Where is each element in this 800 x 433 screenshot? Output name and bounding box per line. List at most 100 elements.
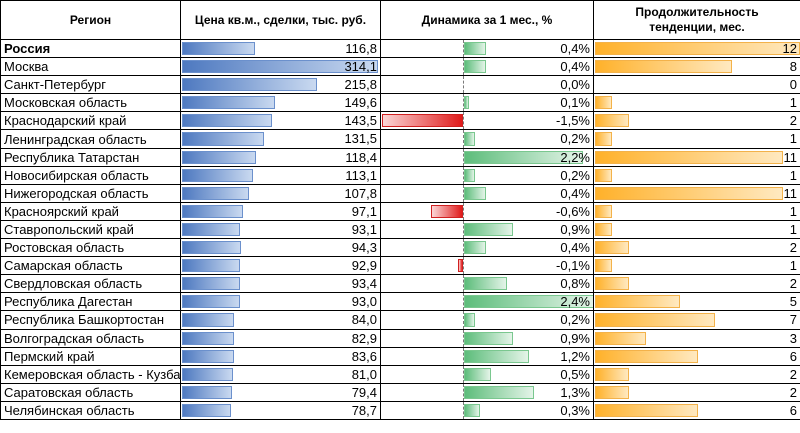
region-cell[interactable]: Краснодарский край (0, 111, 181, 131)
table-row[interactable]: Московская область 149,6 0,1% 1 (0, 93, 800, 113)
region-cell[interactable]: Нижегородская область (0, 183, 181, 203)
region-cell[interactable]: Республика Башкортостан (0, 310, 181, 330)
table-row[interactable]: Ленинградская область 131,5 0,2% 1 (0, 129, 800, 149)
duration-cell[interactable]: 1 (593, 201, 800, 221)
duration-cell[interactable]: 1 (593, 256, 800, 276)
table-row[interactable]: Ставропольский край 93,1 0,9% 1 (0, 219, 800, 240)
duration-cell[interactable]: 1 (593, 129, 800, 149)
price-cell[interactable]: 143,5 (180, 111, 381, 131)
region-cell[interactable]: Новосибирская область (0, 165, 181, 185)
price-cell[interactable]: 79,4 (180, 382, 381, 402)
dynamics-cell[interactable]: 0,1% (380, 93, 594, 113)
duration-cell[interactable]: 6 (593, 400, 800, 420)
table-row[interactable]: Москва 314,1 0,4% 8 (0, 57, 800, 77)
region-cell[interactable]: Санкт-Петербург (0, 75, 181, 95)
price-cell[interactable]: 118,4 (180, 147, 381, 167)
table-row[interactable]: Красноярский край 97,1 -0,6% 1 (0, 201, 800, 221)
dynamics-cell[interactable]: 0,0% (380, 75, 594, 95)
dynamics-cell[interactable]: -0,1% (380, 256, 594, 276)
region-cell[interactable]: Москва (0, 57, 181, 77)
price-cell[interactable]: 107,8 (180, 183, 381, 203)
price-cell[interactable]: 116,8 (180, 38, 381, 59)
table-row[interactable]: Саратовская область 79,4 1,3% 2 (0, 382, 800, 402)
price-cell[interactable]: 93,1 (180, 219, 381, 240)
dynamics-cell[interactable]: 0,5% (380, 364, 594, 384)
header-price[interactable]: Цена кв.м., сделки, тыс. руб. (180, 0, 381, 40)
header-duration[interactable]: Продолжительность тенденции, мес. (593, 0, 800, 40)
duration-cell[interactable]: 12 (593, 38, 800, 59)
region-cell[interactable]: Челябинская область (0, 400, 181, 420)
table-row[interactable]: Краснодарский край 143,5 -1,5% 2 (0, 111, 800, 131)
price-cell[interactable]: 149,6 (180, 93, 381, 113)
dynamics-cell[interactable]: 1,3% (380, 382, 594, 402)
region-cell[interactable]: Республика Дагестан (0, 292, 181, 312)
region-cell[interactable]: Московская область (0, 93, 181, 113)
price-cell[interactable]: 93,0 (180, 292, 381, 312)
region-cell[interactable]: Волгоградская область (0, 328, 181, 348)
price-cell[interactable]: 92,9 (180, 256, 381, 276)
duration-cell[interactable]: 8 (593, 57, 800, 77)
dynamics-cell[interactable]: 2,2% (380, 147, 594, 167)
table-row[interactable]: Челябинская область 78,7 0,3% 6 (0, 400, 800, 420)
table-row[interactable]: Самарская область 92,9 -0,1% 1 (0, 256, 800, 276)
price-cell[interactable]: 94,3 (180, 238, 381, 258)
dynamics-cell[interactable]: 0,4% (380, 238, 594, 258)
table-row[interactable]: Республика Татарстан 118,4 2,2% 11 (0, 147, 800, 167)
dynamics-cell[interactable]: 0,3% (380, 400, 594, 420)
duration-cell[interactable]: 1 (593, 219, 800, 240)
table-row[interactable]: Пермский край 83,6 1,2% 6 (0, 346, 800, 366)
duration-cell[interactable]: 1 (593, 165, 800, 185)
region-cell[interactable]: Россия (0, 38, 181, 59)
region-cell[interactable]: Свердловская область (0, 274, 181, 294)
dynamics-cell[interactable]: -0,6% (380, 201, 594, 221)
region-cell[interactable]: Саратовская область (0, 382, 181, 402)
duration-cell[interactable]: 1 (593, 93, 800, 113)
table-row[interactable]: Ростовская область 94,3 0,4% 2 (0, 238, 800, 258)
price-cell[interactable]: 113,1 (180, 165, 381, 185)
duration-cell[interactable]: 7 (593, 310, 800, 330)
dynamics-cell[interactable]: -1,5% (380, 111, 594, 131)
price-cell[interactable]: 84,0 (180, 310, 381, 330)
price-cell[interactable]: 81,0 (180, 364, 381, 384)
duration-cell[interactable]: 6 (593, 346, 800, 366)
duration-cell[interactable]: 2 (593, 364, 800, 384)
table-row[interactable]: Республика Башкортостан 84,0 0,2% 7 (0, 310, 800, 330)
dynamics-cell[interactable]: 0,2% (380, 310, 594, 330)
duration-cell[interactable]: 2 (593, 382, 800, 402)
dynamics-cell[interactable]: 0,4% (380, 183, 594, 203)
dynamics-cell[interactable]: 0,2% (380, 129, 594, 149)
header-region[interactable]: Регион (0, 0, 181, 40)
table-row[interactable]: Россия 116,8 0,4% 12 (0, 38, 800, 59)
price-cell[interactable]: 97,1 (180, 201, 381, 221)
price-cell[interactable]: 131,5 (180, 129, 381, 149)
dynamics-cell[interactable]: 2,4% (380, 292, 594, 312)
price-cell[interactable]: 83,6 (180, 346, 381, 366)
table-row[interactable]: Свердловская область 93,4 0,8% 2 (0, 274, 800, 294)
header-dynamics[interactable]: Динамика за 1 мес., % (380, 0, 594, 40)
dynamics-cell[interactable]: 0,8% (380, 274, 594, 294)
dynamics-cell[interactable]: 0,4% (380, 38, 594, 59)
duration-cell[interactable]: 3 (593, 328, 800, 348)
duration-cell[interactable]: 5 (593, 292, 800, 312)
table-row[interactable]: Санкт-Петербург 215,8 0,0% 0 (0, 75, 800, 95)
duration-cell[interactable]: 11 (593, 183, 800, 203)
price-cell[interactable]: 82,9 (180, 328, 381, 348)
duration-cell[interactable]: 11 (593, 147, 800, 167)
dynamics-cell[interactable]: 0,9% (380, 328, 594, 348)
duration-cell[interactable]: 0 (593, 75, 800, 95)
dynamics-cell[interactable]: 0,9% (380, 219, 594, 240)
region-cell[interactable]: Кемеровская область - Кузбасс (0, 364, 181, 384)
region-cell[interactable]: Красноярский край (0, 201, 181, 221)
region-cell[interactable]: Ленинградская область (0, 129, 181, 149)
price-cell[interactable]: 93,4 (180, 274, 381, 294)
region-cell[interactable]: Ставропольский край (0, 219, 181, 240)
duration-cell[interactable]: 2 (593, 111, 800, 131)
region-cell[interactable]: Пермский край (0, 346, 181, 366)
price-cell[interactable]: 314,1 (180, 57, 381, 77)
table-row[interactable]: Нижегородская область 107,8 0,4% 11 (0, 183, 800, 203)
price-cell[interactable]: 215,8 (180, 75, 381, 95)
table-row[interactable]: Новосибирская область 113,1 0,2% 1 (0, 165, 800, 185)
region-cell[interactable]: Республика Татарстан (0, 147, 181, 167)
region-cell[interactable]: Самарская область (0, 256, 181, 276)
dynamics-cell[interactable]: 0,2% (380, 165, 594, 185)
